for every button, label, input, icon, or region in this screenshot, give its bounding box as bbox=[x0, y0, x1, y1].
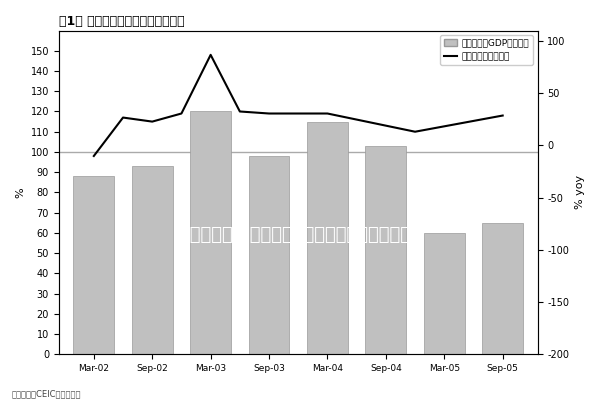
Bar bbox=[190, 112, 231, 354]
Bar bbox=[307, 122, 348, 354]
Text: 图1： 加速的内需和反弹的企业盈利: 图1： 加速的内需和反弹的企业盈利 bbox=[59, 15, 184, 28]
Y-axis label: %: % bbox=[15, 187, 25, 198]
Bar bbox=[248, 156, 289, 354]
Bar bbox=[132, 166, 173, 354]
Bar bbox=[424, 233, 465, 354]
Text: 股票中原内配 济南空天信息山东省实验室正式揭牌: 股票中原内配 济南空天信息山东省实验室正式揭牌 bbox=[179, 226, 421, 244]
Legend: 内需占名义GDP增长比例, 各行业企业利润增长: 内需占名义GDP增长比例, 各行业企业利润增长 bbox=[440, 35, 533, 65]
Bar bbox=[73, 176, 114, 354]
Bar bbox=[365, 146, 406, 354]
Text: 数据来源：CEIC，高盛预测: 数据来源：CEIC，高盛预测 bbox=[12, 389, 82, 398]
Bar bbox=[482, 223, 523, 354]
Y-axis label: % yoy: % yoy bbox=[575, 175, 585, 210]
